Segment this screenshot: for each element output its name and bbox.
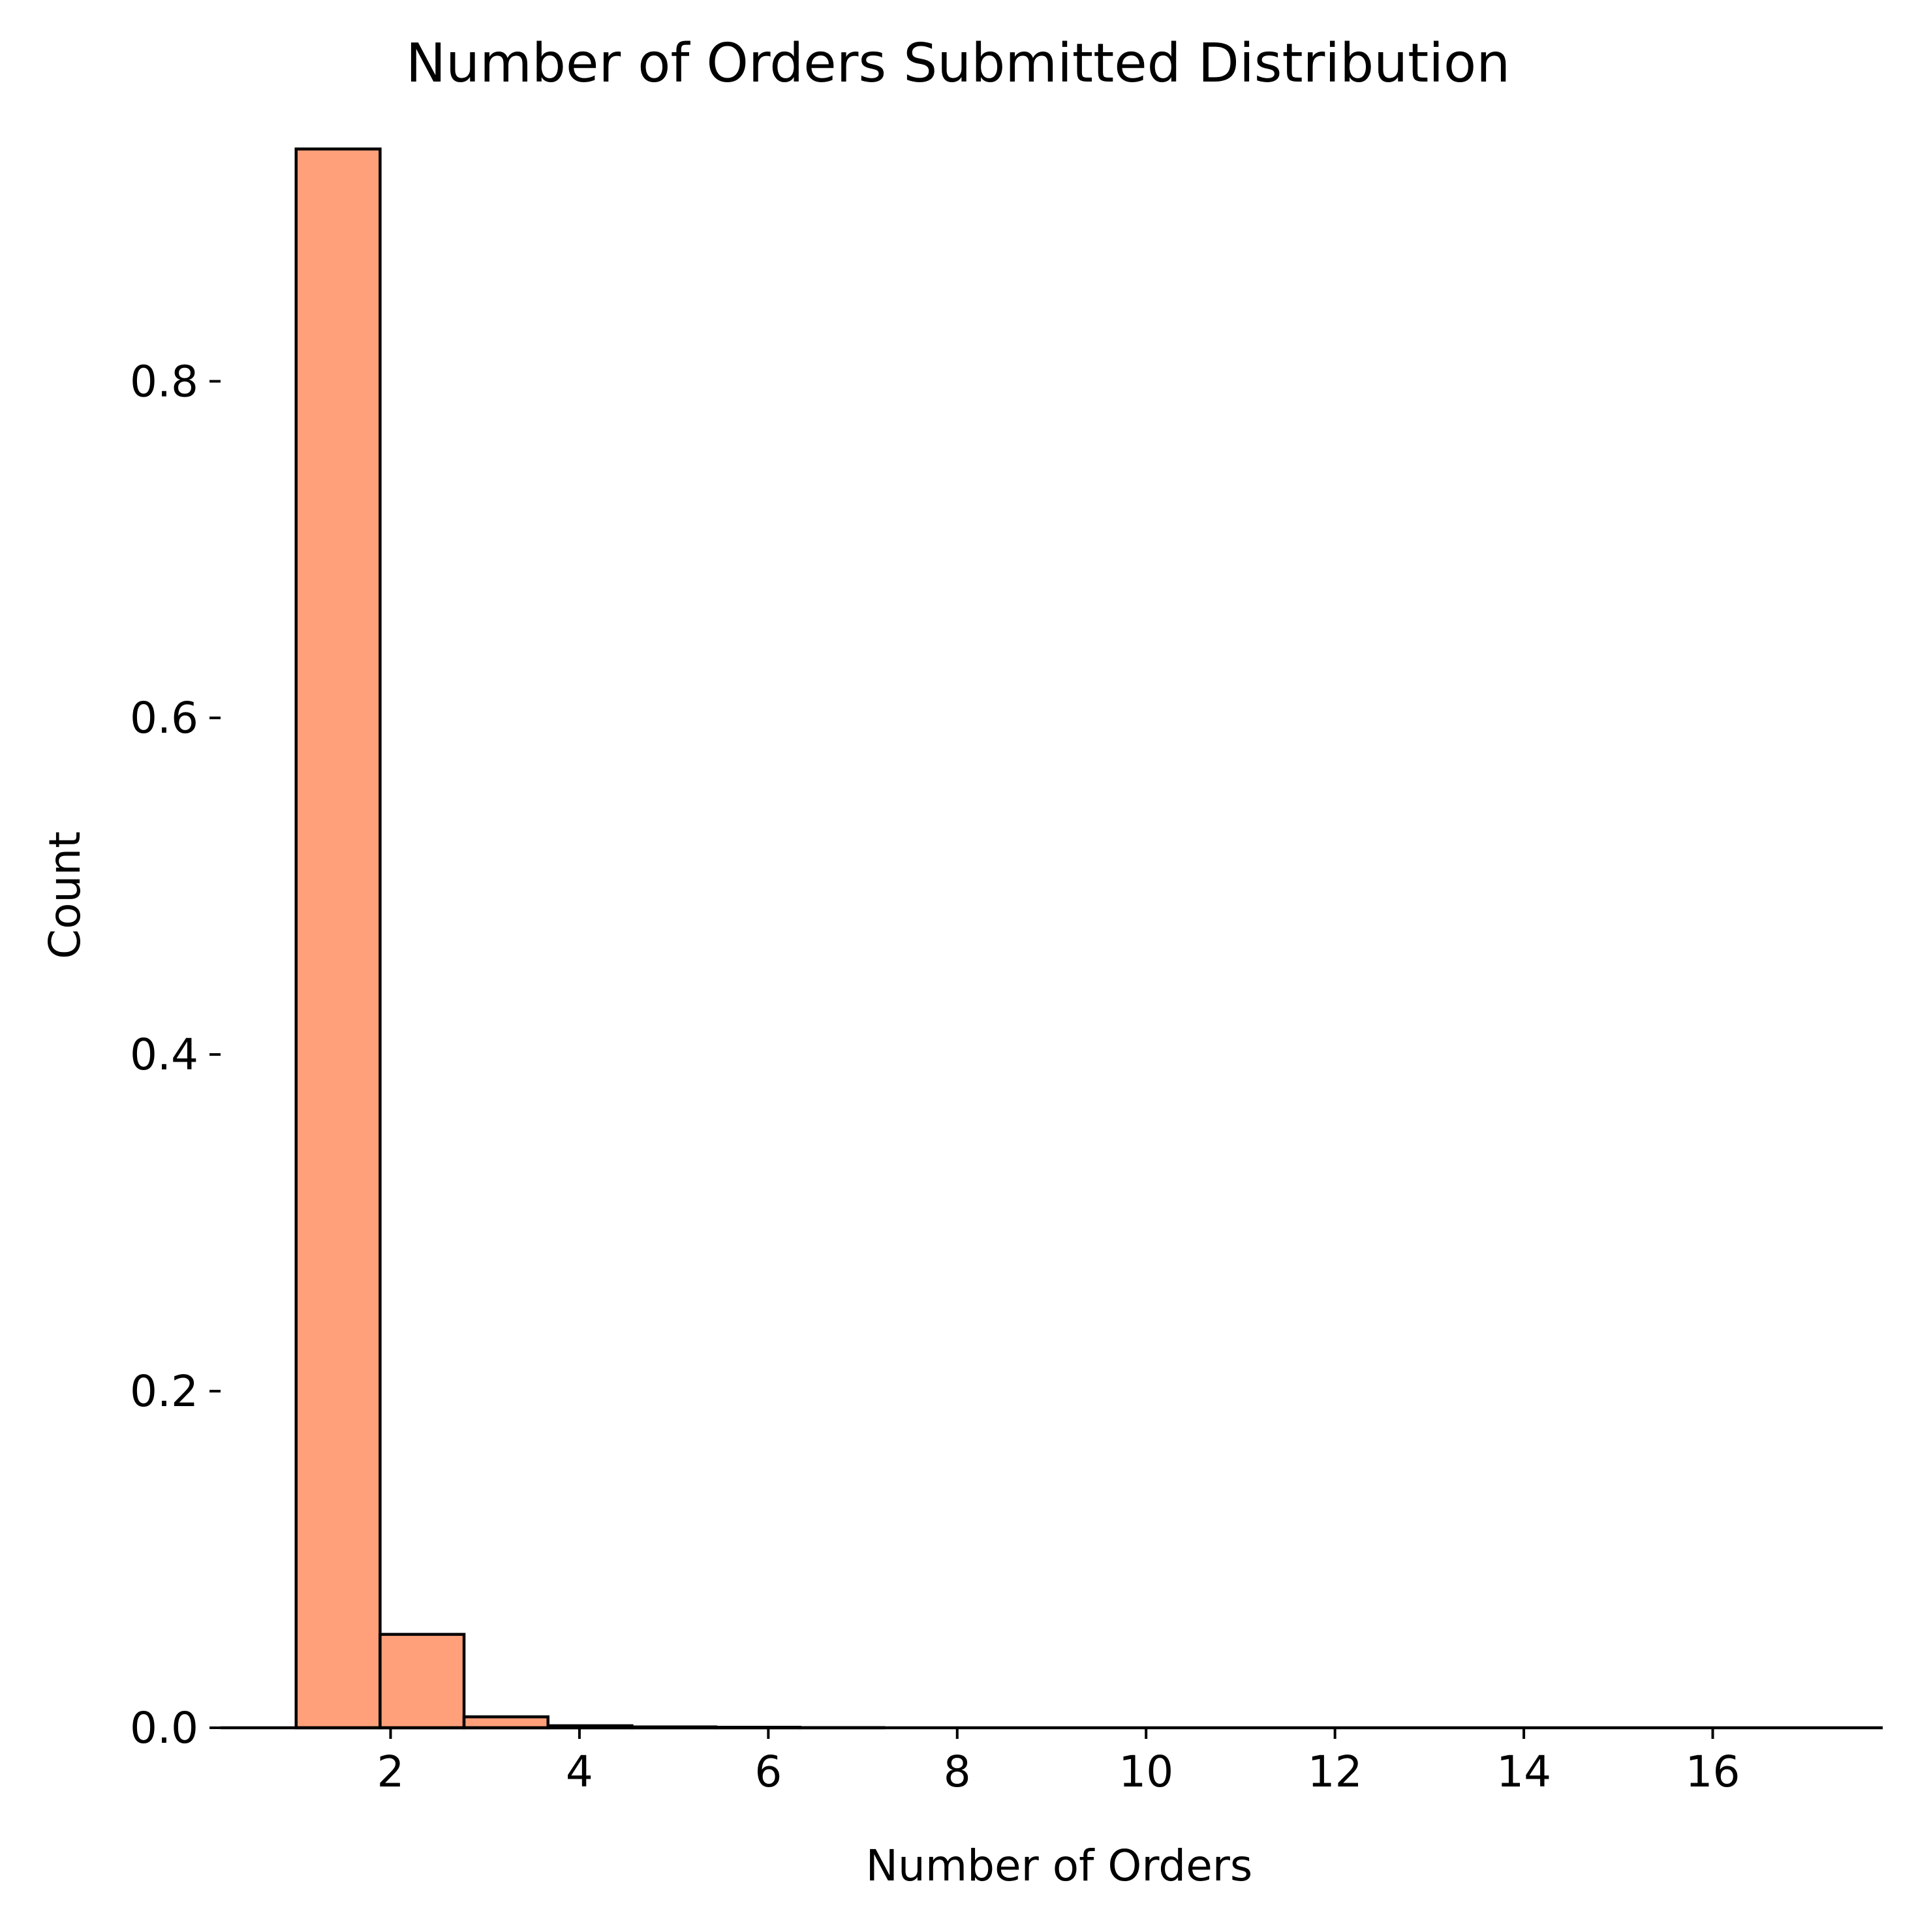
histogram-bar (464, 1717, 548, 1728)
x-tick-label: 4 (566, 1747, 593, 1797)
y-tick-label: 0.6 (130, 693, 198, 743)
x-tick-label: 2 (377, 1747, 404, 1797)
x-tick-label: 10 (1119, 1747, 1173, 1797)
histogram-bar (380, 1634, 464, 1728)
y-tick-label: 0.2 (130, 1366, 198, 1417)
x-axis-label: Number of Orders (866, 1841, 1253, 1891)
histogram-bar (296, 149, 380, 1728)
y-tick-label: 0.4 (130, 1030, 198, 1080)
chart-title: Number of Orders Submitted Distribution (406, 33, 1510, 95)
x-tick-label: 8 (944, 1747, 971, 1797)
x-tick-label: 14 (1496, 1747, 1551, 1797)
x-tick-label: 6 (754, 1747, 782, 1797)
y-tick-label: 0.0 (130, 1703, 198, 1753)
x-tick-label: 12 (1308, 1747, 1363, 1797)
y-axis-label: Count (40, 831, 90, 959)
y-tick-label: 0.8 (130, 356, 198, 406)
x-tick-label: 16 (1686, 1747, 1740, 1797)
